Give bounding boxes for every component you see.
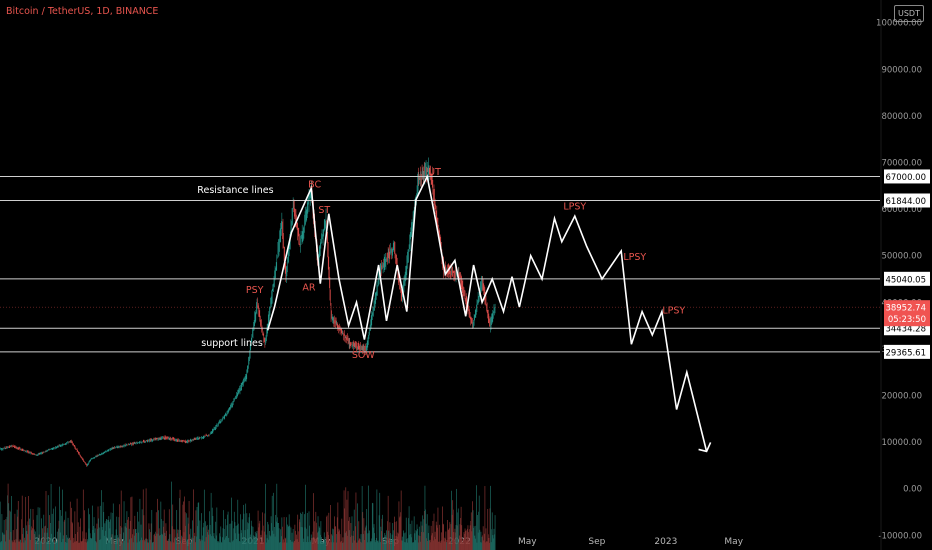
annotation-lpsy: LPSY [623, 252, 646, 263]
annotation-ut: UT [428, 167, 441, 178]
x-tick-label: May [518, 537, 537, 547]
annotation-resistance-lines: Resistance lines [197, 185, 273, 196]
level-price-tag [884, 344, 930, 359]
annotation-support-lines: support lines [201, 338, 263, 349]
x-tick-label: Sep [588, 537, 605, 547]
y-tick-label: 60000.00 [881, 205, 922, 215]
level-price-tag [884, 271, 930, 286]
chart-title: Bitcoin / TetherUS, 1D, BINANCE [6, 6, 159, 17]
annotation-lpsy: LPSY [662, 305, 685, 316]
annotation-sow: SOW [352, 350, 376, 361]
y-tick-label: 0.00 [903, 485, 922, 495]
level-price-label: 45040.05 [885, 275, 926, 285]
x-tick-label: 2023 [654, 537, 677, 547]
y-tick-label: 90000.00 [881, 65, 922, 75]
x-tick-label: May [724, 537, 743, 547]
level-price-label: 34434.28 [885, 325, 926, 335]
y-tick-label: 20000.00 [881, 392, 922, 402]
level-price-label: 29365.61 [885, 348, 926, 358]
level-price-label: 67000.00 [885, 173, 926, 183]
projection-arrowhead [698, 442, 712, 453]
annotation-lpsy: LPSY [563, 202, 586, 213]
level-price-tag [884, 169, 930, 184]
current-price-tag [884, 300, 930, 327]
current-price-label: 38952.74 [885, 304, 926, 314]
annotation-ar: AR [302, 283, 315, 294]
y-tick-label: 80000.00 [881, 112, 922, 122]
y-tick-label: 70000.00 [881, 158, 922, 168]
y-tick-label: 100000.00 [876, 19, 922, 29]
annotation-psy: PSY [246, 285, 264, 296]
y-tick-label: -10000.00 [878, 531, 922, 541]
level-price-tag [884, 193, 930, 208]
y-tick-label: 10000.00 [881, 438, 922, 448]
annotation-st: ST [318, 205, 330, 216]
level-price-label: 61844.00 [885, 197, 926, 207]
y-tick-label: 50000.00 [881, 252, 922, 262]
annotation-bc: BC [308, 180, 321, 191]
projection-path [266, 173, 708, 452]
countdown-label: 05:23:50 [888, 315, 926, 325]
currency-badge[interactable]: USDT [894, 5, 924, 22]
